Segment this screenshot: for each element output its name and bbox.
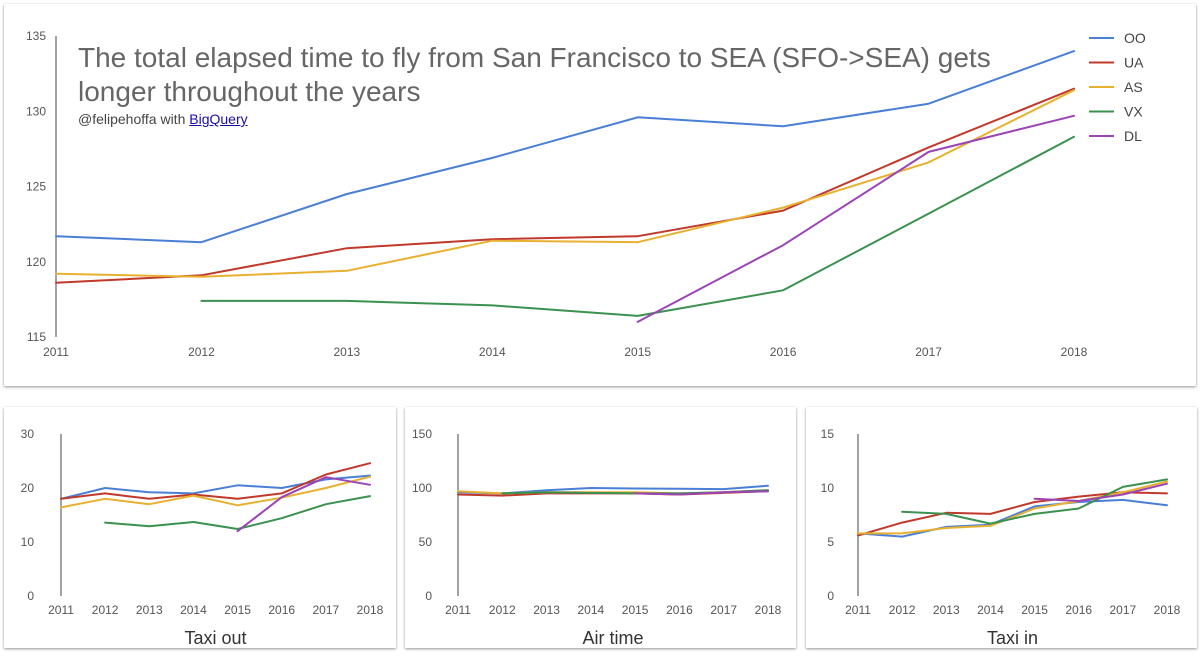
air-time-chart-card: 0 50 100 150 2011 2012 2013 2014 2015 2016 2017 201… [405, 407, 796, 648]
series-line-oo [857, 498, 1168, 538]
series-line-dl [636, 114, 1075, 323]
x-tick-label: 2014 [479, 345, 506, 359]
y-tick-label: 0 [425, 589, 432, 603]
x-tick-label: 2012 [92, 603, 119, 617]
subtitle-author: @felipehoffa with [78, 111, 190, 127]
y-tick-label: 120 [26, 255, 46, 269]
x-tick-label: 2011 [43, 345, 69, 359]
taxi-in-chart: 0 5 10 15 2011 2012 2013 2014 2015 2016 2017 2018 Ta… [821, 427, 1181, 648]
y-tick-label: 30 [21, 427, 35, 441]
series-line-vx [104, 495, 371, 530]
taxi-out-chart-card: 0 10 20 30 2011 2012 2013 2014 2015 2016 2017 2018 T… [4, 407, 396, 648]
series-line-dl [634, 490, 769, 496]
x-tick-label: 2017 [915, 345, 942, 359]
chart-subtitle: @felipehoffa with BigQuery [78, 111, 248, 127]
y-tick-label: 50 [419, 535, 433, 549]
taxi-in-chart-card: 0 5 10 15 2011 2012 2013 2014 2015 2016 2017 2018 Ta… [806, 407, 1197, 648]
x-tick-label: 2012 [889, 603, 916, 617]
x-axis-label: Taxi in [987, 628, 1038, 648]
x-tick-label: 2014 [977, 603, 1004, 617]
x-tick-label: 2013 [334, 345, 361, 359]
x-tick-label: 2017 [313, 603, 340, 617]
main-chart: 115 120 125 130 135 2011 2012 2013 2014 2015 2016 2… [26, 29, 1146, 359]
x-tick-label: 2011 [48, 603, 74, 617]
x-tick-label: 2014 [578, 603, 605, 617]
x-tick-label: 2015 [224, 603, 251, 617]
y-tick-label: 135 [26, 29, 46, 43]
x-tick-label: 2018 [1154, 603, 1181, 617]
x-tick-label: 2012 [489, 603, 516, 617]
series-line-dl [1033, 482, 1168, 502]
x-tick-label: 2015 [622, 603, 649, 617]
series-line-vx [901, 478, 1168, 525]
x-tick-label: 2013 [933, 603, 960, 617]
x-tick-label: 2013 [136, 603, 163, 617]
y-tick-label: 10 [821, 481, 835, 495]
x-tick-label: 2015 [1021, 603, 1048, 617]
x-tick-label: 2011 [445, 603, 471, 617]
x-tick-label: 2016 [770, 345, 797, 359]
series-line-as [60, 475, 371, 509]
x-axis-label: Taxi out [184, 628, 246, 648]
x-tick-label: 2018 [1061, 345, 1088, 359]
x-tick-label: 2013 [533, 603, 560, 617]
y-tick-label: 0 [27, 589, 34, 603]
taxi-out-chart: 0 10 20 30 2011 2012 2013 2014 2015 2016 2017 2018 T… [21, 427, 384, 648]
y-tick-label: 10 [21, 535, 35, 549]
y-tick-label: 150 [412, 427, 432, 441]
x-tick-label: 2011 [845, 603, 871, 617]
series-line-ua [857, 491, 1168, 537]
x-tick-label: 2012 [188, 345, 215, 359]
x-tick-label: 2017 [1110, 603, 1137, 617]
y-tick-label: 20 [21, 481, 35, 495]
x-tick-label: 2016 [1065, 603, 1092, 617]
legend-label-vx: VX [1124, 104, 1143, 120]
bigquery-link[interactable]: BigQuery [189, 111, 248, 127]
legend-label-ua: UA [1124, 55, 1144, 71]
series-line-as [857, 480, 1168, 535]
series-line-dl [236, 476, 371, 533]
x-tick-label: 2016 [268, 603, 295, 617]
y-tick-label: 15 [821, 427, 835, 441]
legend-label-dl: DL [1124, 128, 1142, 144]
y-tick-label: 130 [26, 104, 46, 118]
x-axis-label: Air time [582, 628, 643, 648]
air-time-chart: 0 50 100 150 2011 2012 2013 2014 2015 2016 2017 201… [412, 427, 782, 648]
main-chart-card: 115 120 125 130 135 2011 2012 2013 2014 2015 2016 2… [4, 4, 1196, 386]
x-tick-label: 2016 [666, 603, 693, 617]
x-tick-label: 2018 [755, 603, 782, 617]
y-tick-label: 5 [827, 535, 834, 549]
x-tick-label: 2014 [180, 603, 207, 617]
y-tick-label: 125 [26, 180, 46, 194]
series-line-as [55, 89, 1075, 278]
series-line-oo [55, 50, 1075, 244]
x-tick-label: 2015 [624, 345, 651, 359]
legend-label-as: AS [1124, 79, 1143, 95]
series-line-ua [55, 87, 1075, 284]
x-tick-label: 2017 [710, 603, 737, 617]
series-line-vx [200, 135, 1075, 317]
x-tick-label: 2018 [357, 603, 384, 617]
y-tick-label: 100 [412, 481, 432, 495]
y-tick-label: 0 [827, 589, 834, 603]
legend-label-oo: OO [1124, 30, 1146, 46]
series-line-ua [60, 462, 371, 500]
chart-title: The total elapsed time to fly from San F… [78, 42, 991, 107]
y-tick-label: 115 [27, 330, 46, 344]
